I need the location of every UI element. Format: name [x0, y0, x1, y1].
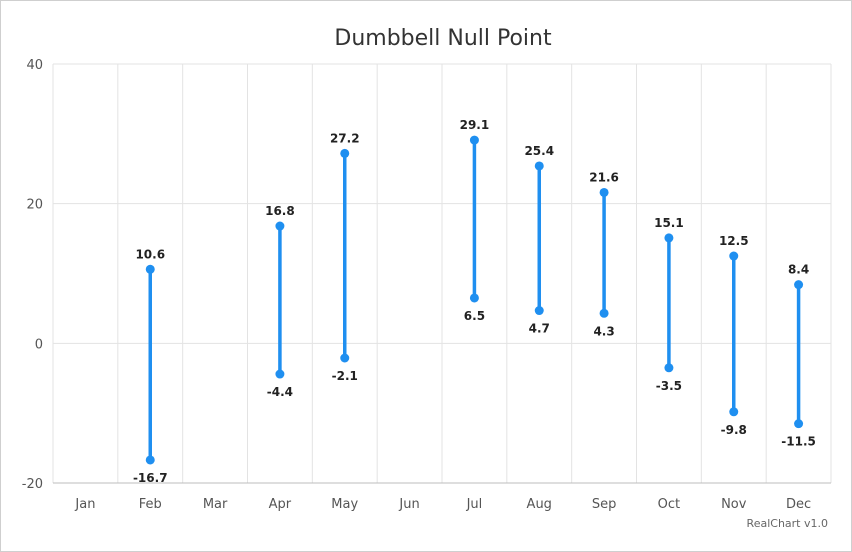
y-tick-label: -20 — [22, 477, 43, 492]
x-tick-label: Dec — [786, 497, 811, 512]
high-point — [599, 187, 609, 197]
low-data-label: -9.8 — [721, 423, 747, 437]
high-data-label: 16.8 — [265, 204, 295, 218]
low-data-label: -11.5 — [781, 435, 816, 449]
x-tick-label: May — [331, 497, 358, 512]
x-tick-label: Aug — [527, 497, 552, 512]
chart-title: Dumbbell Null Point — [334, 26, 552, 51]
low-point — [664, 363, 674, 373]
high-data-label: 10.6 — [135, 247, 165, 261]
x-tick-label: Nov — [721, 497, 747, 512]
low-data-label: 6.5 — [464, 309, 485, 323]
high-data-label: 8.4 — [788, 263, 809, 277]
grid-lines — [52, 63, 832, 483]
low-point — [469, 293, 479, 303]
data-labels: 10.6 -16.7 16.8 -4.4 27.2 -2.1 29.1 6.5 25.4 4.7 2… — [133, 118, 816, 485]
y-tick-label: 0 — [35, 337, 43, 352]
low-data-label: -16.7 — [133, 471, 168, 485]
x-tick-label: Sep — [592, 497, 617, 512]
credits-label[interactable]: RealChart v1.0 — [747, 517, 828, 530]
x-tick-label: Mar — [203, 497, 228, 512]
high-point — [469, 135, 479, 145]
high-point — [275, 221, 285, 231]
low-point — [145, 455, 155, 465]
y-tick-label: 20 — [26, 198, 43, 213]
low-data-label: -4.4 — [267, 385, 293, 399]
high-point — [729, 251, 739, 261]
dumbbell-series — [145, 135, 804, 465]
x-tick-label: Apr — [269, 497, 292, 512]
high-data-label: 21.6 — [589, 170, 619, 184]
high-data-label: 15.1 — [654, 216, 684, 230]
high-point — [340, 148, 350, 158]
low-point — [729, 407, 739, 417]
x-tick-label: Jan — [74, 497, 95, 512]
high-data-label: 25.4 — [524, 144, 554, 158]
low-data-label: 4.7 — [529, 322, 550, 336]
low-point — [794, 419, 804, 429]
high-point — [145, 264, 155, 274]
y-tick-label: 40 — [26, 58, 43, 73]
high-data-label: 29.1 — [460, 118, 490, 132]
low-point — [275, 369, 285, 379]
high-data-label: 27.2 — [330, 131, 360, 145]
high-point — [534, 161, 544, 171]
low-point — [599, 308, 609, 318]
low-data-label: -2.1 — [332, 369, 358, 383]
axes: -20 0 20 40 Jan Feb Mar Apr May Jun Jul Aug Sep Oct No… — [22, 58, 831, 512]
high-data-label: 12.5 — [719, 234, 749, 248]
high-point — [794, 280, 804, 290]
low-data-label: 4.3 — [593, 324, 614, 338]
low-point — [534, 306, 544, 316]
x-tick-label: Oct — [658, 497, 680, 512]
high-point — [664, 233, 674, 243]
x-tick-label: Jul — [466, 497, 483, 512]
x-tick-label: Jun — [398, 497, 419, 512]
low-point — [340, 353, 350, 363]
low-data-label: -3.5 — [656, 379, 682, 393]
x-tick-label: Feb — [139, 497, 162, 512]
